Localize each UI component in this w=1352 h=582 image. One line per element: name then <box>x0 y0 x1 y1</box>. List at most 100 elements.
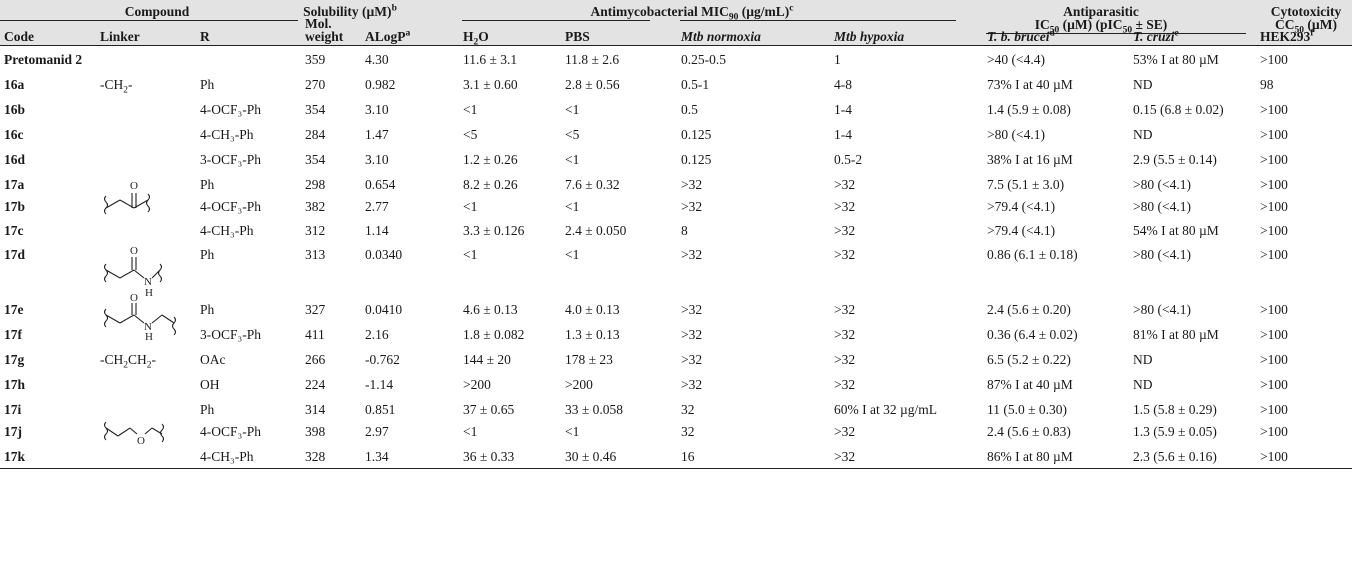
cell-code: 17a <box>4 177 25 192</box>
cell-mol-weight: 270 <box>305 77 326 92</box>
cell-mtb-normoxia: 32 <box>681 424 695 439</box>
cell-pbs: >200 <box>565 377 593 392</box>
cell-h2o: 3.3 ± 0.126 <box>463 223 525 238</box>
cell-mtb-normoxia: 0.25-0.5 <box>681 52 726 67</box>
ether-oxygen-atom: O <box>137 435 145 447</box>
cell-r: Ph <box>200 402 215 417</box>
cell-h2o: <1 <box>463 102 478 117</box>
cell-tbb: >79.4 (<4.1) <box>987 223 1056 238</box>
cell-alogp: 2.77 <box>365 199 389 214</box>
cell-mtb-hypoxia: >32 <box>834 199 856 214</box>
cell-tbb: >79.4 (<4.1) <box>987 199 1056 214</box>
cell-alogp: 2.97 <box>365 424 389 439</box>
cell-mtb-normoxia: >32 <box>681 199 703 214</box>
cell-mtb-hypoxia: >32 <box>834 247 856 262</box>
cell-mol-weight: 298 <box>305 177 326 192</box>
cell-pbs: 4.0 ± 0.13 <box>565 302 620 317</box>
cell-pbs: <1 <box>565 152 580 167</box>
rule-antimyco-group <box>680 20 956 21</box>
cell-mtb-normoxia: >32 <box>681 302 703 317</box>
cell-tbb: 2.4 (5.6 ± 0.20) <box>987 302 1071 317</box>
cell-hek293: 98 <box>1260 77 1274 92</box>
cell-tcruzi: 53% I at 80 µM <box>1133 52 1219 67</box>
cell-mtb-normoxia: 0.5 <box>681 102 698 117</box>
cell-pbs: <1 <box>565 247 580 262</box>
cell-tcruzi: 1.5 (5.8 ± 0.29) <box>1133 402 1217 417</box>
cell-r: Ph <box>200 177 215 192</box>
cell-mtb-normoxia: >32 <box>681 327 703 342</box>
cell-pbs: 2.4 ± 0.050 <box>565 223 627 238</box>
cell-alogp: 1.47 <box>365 127 389 142</box>
cell-h2o: <1 <box>463 424 478 439</box>
header-mtb-hypoxia: Mtb hypoxia <box>834 29 905 44</box>
amide-ethyl-nitrogen-atom: N <box>144 321 152 333</box>
cell-tbb: >80 (<4.1) <box>987 127 1045 142</box>
cell-mtb-normoxia: 0.125 <box>681 127 712 142</box>
cell-code: 17k <box>4 449 26 464</box>
cell-alogp: 2.16 <box>365 327 389 342</box>
cell-alogp: 0.851 <box>365 402 396 417</box>
cell-mtb-normoxia: >32 <box>681 377 703 392</box>
cell-h2o: 36 ± 0.33 <box>463 449 515 464</box>
cell-mtb-hypoxia: 1 <box>834 52 841 67</box>
cell-alogp: -1.14 <box>365 377 394 392</box>
cell-mol-weight: 359 <box>305 52 326 67</box>
cell-hek293: >100 <box>1260 199 1288 214</box>
cell-tcruzi: >80 (<4.1) <box>1133 199 1191 214</box>
cell-code: 16c <box>4 127 24 142</box>
cell-h2o: 37 ± 0.65 <box>463 402 515 417</box>
cell-hek293: >100 <box>1260 352 1288 367</box>
cell-tcruzi: 54% I at 80 µM <box>1133 223 1219 238</box>
cell-mtb-normoxia: 8 <box>681 223 688 238</box>
cell-hek293: >100 <box>1260 402 1288 417</box>
cell-tbb: 1.4 (5.9 ± 0.08) <box>987 102 1071 117</box>
cell-tbb: >40 (<4.4) <box>987 52 1045 67</box>
cell-h2o: 144 ± 20 <box>463 352 511 367</box>
cell-mtb-hypoxia: >32 <box>834 327 856 342</box>
cell-tcruzi: 2.9 (5.5 ± 0.14) <box>1133 152 1217 167</box>
cell-tcruzi: ND <box>1133 127 1153 142</box>
cell-mtb-normoxia: 0.5-1 <box>681 77 710 92</box>
cell-alogp: 0.0340 <box>365 247 403 262</box>
cell-h2o: 8.2 ± 0.26 <box>463 177 518 192</box>
cell-code: 16d <box>4 152 26 167</box>
cell-mtb-normoxia: >32 <box>681 247 703 262</box>
linker-ch2ch2: -CH2CH2- <box>100 352 157 371</box>
cell-tcruzi: ND <box>1133 377 1153 392</box>
cell-tbb: 38% I at 16 µM <box>987 152 1073 167</box>
cell-code: 17f <box>4 327 22 342</box>
cell-pbs: 30 ± 0.46 <box>565 449 617 464</box>
linker-ether-structure: O <box>100 418 176 452</box>
amide-ethyl-hydrogen-atom: H <box>145 331 153 343</box>
header-weight: weight <box>305 29 344 44</box>
header-hek293: HEK293f <box>1260 28 1314 44</box>
cell-tcruzi: >80 (<4.1) <box>1133 177 1191 192</box>
ketone-oxygen-atom: O <box>130 180 138 192</box>
cell-alogp: 3.10 <box>365 152 389 167</box>
header-h2o: H2O <box>463 29 489 48</box>
cell-r: Ph <box>200 247 215 262</box>
cell-alogp: 0.982 <box>365 77 396 92</box>
cell-pbs: <1 <box>565 199 580 214</box>
cell-alogp: -0.762 <box>365 352 400 367</box>
cell-r: 4-CH₃-Ph <box>200 127 254 142</box>
cell-mol-weight: 314 <box>305 402 326 417</box>
cell-mol-weight: 284 <box>305 127 326 142</box>
cell-code: 16a <box>4 77 25 92</box>
cell-h2o: 1.8 ± 0.082 <box>463 327 525 342</box>
header-mtb-normoxia: Mtb normoxia <box>681 29 761 44</box>
amide-nitrogen-atom: N <box>144 276 152 288</box>
cell-tbb: 7.5 (5.1 ± 3.0) <box>987 177 1065 192</box>
cell-mtb-hypoxia: 1-4 <box>834 102 852 117</box>
cell-mtb-normoxia: >32 <box>681 177 703 192</box>
cell-h2o: <1 <box>463 199 478 214</box>
cell-pbs: 33 ± 0.058 <box>565 402 624 417</box>
cell-alogp: 4.30 <box>365 52 389 67</box>
cell-hek293: >100 <box>1260 327 1288 342</box>
cell-hek293: >100 <box>1260 52 1288 67</box>
cell-hek293: >100 <box>1260 152 1288 167</box>
cell-code: 17h <box>4 377 26 392</box>
cell-h2o: <1 <box>463 247 478 262</box>
cell-code: 17d <box>4 247 26 262</box>
